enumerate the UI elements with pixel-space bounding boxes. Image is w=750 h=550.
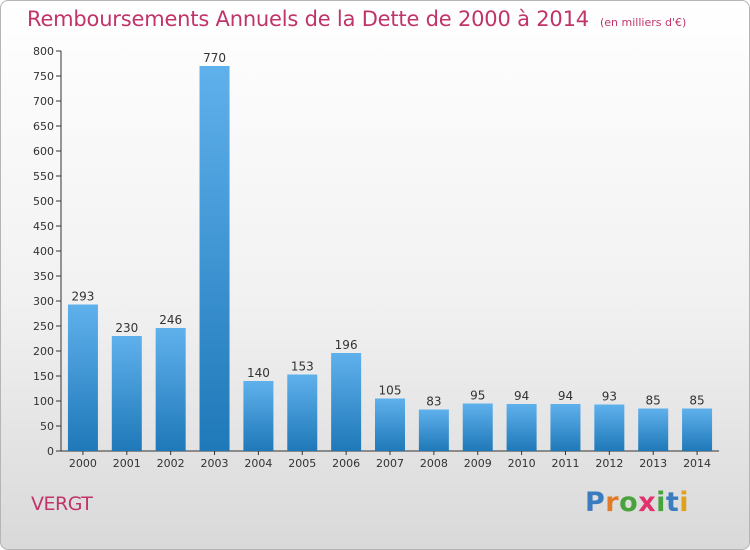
data-label: 93 — [602, 390, 617, 404]
bar — [375, 398, 405, 451]
logo-letter: P — [585, 487, 606, 518]
bar — [682, 408, 713, 451]
bar — [506, 404, 537, 451]
chart-title-block: Remboursements Annuels de la Dette de 20… — [27, 7, 686, 31]
logo-letter: x — [638, 487, 657, 518]
y-tick-label: 200 — [33, 345, 54, 358]
y-tick-label: 800 — [33, 45, 54, 58]
x-tick-label: 2005 — [288, 457, 316, 470]
y-tick-label: 500 — [33, 195, 54, 208]
x-tick-label: 2010 — [508, 457, 536, 470]
y-tick-label: 450 — [33, 220, 54, 233]
data-label: 246 — [159, 313, 182, 327]
bar — [418, 409, 449, 451]
y-tick-label: 750 — [33, 70, 54, 83]
x-tick-label: 2004 — [244, 457, 272, 470]
y-tick-label: 100 — [33, 395, 54, 408]
data-label: 94 — [558, 389, 573, 403]
y-tick-label: 250 — [33, 320, 54, 333]
bar — [243, 381, 274, 451]
bar — [550, 404, 581, 451]
logo-letter: r — [605, 487, 620, 518]
data-label: 85 — [646, 394, 661, 408]
logo-letter: i — [679, 487, 690, 518]
chart-title: Remboursements Annuels de la Dette de 20… — [27, 7, 589, 31]
y-tick-label: 550 — [33, 170, 54, 183]
data-label: 105 — [379, 384, 402, 398]
x-tick-label: 2008 — [420, 457, 448, 470]
bar — [594, 404, 625, 451]
y-tick-label: 300 — [33, 295, 54, 308]
x-tick-label: 2012 — [595, 457, 623, 470]
y-tick-label: 150 — [33, 370, 54, 383]
x-tick-label: 2003 — [201, 457, 229, 470]
data-label: 83 — [426, 395, 441, 409]
bar — [199, 66, 230, 451]
commune-name: VERGT — [31, 493, 93, 515]
x-tick-label: 2009 — [464, 457, 492, 470]
data-label: 770 — [203, 51, 226, 65]
proxiti-logo: Proxiti — [585, 487, 689, 518]
x-tick-label: 2011 — [551, 457, 579, 470]
x-tick-label: 2006 — [332, 457, 360, 470]
chart-unit: (en milliers d'€) — [600, 16, 687, 29]
x-tick-label: 2007 — [376, 457, 404, 470]
bar — [155, 328, 186, 451]
x-tick-label: 2000 — [69, 457, 97, 470]
data-label: 140 — [247, 366, 270, 380]
data-label: 85 — [689, 394, 704, 408]
bar — [638, 408, 669, 451]
y-tick-label: 350 — [33, 270, 54, 283]
data-label: 153 — [291, 360, 314, 374]
data-label: 293 — [71, 290, 94, 304]
x-tick-label: 2013 — [639, 457, 667, 470]
bar — [111, 336, 142, 451]
y-tick-label: 700 — [33, 95, 54, 108]
bar — [462, 403, 493, 451]
y-tick-label: 600 — [33, 145, 54, 158]
y-tick-label: 650 — [33, 120, 54, 133]
bar — [331, 353, 362, 451]
y-tick-label: 50 — [40, 420, 54, 433]
logo-letter: i — [656, 487, 666, 518]
x-tick-label: 2002 — [157, 457, 185, 470]
bar — [67, 304, 98, 451]
y-tick-label: 0 — [47, 445, 54, 458]
x-tick-label: 2014 — [683, 457, 711, 470]
data-label: 95 — [470, 389, 485, 403]
logo-letter: t — [665, 487, 680, 518]
x-tick-label: 2001 — [113, 457, 141, 470]
data-label: 230 — [115, 321, 138, 335]
logo-letter: o — [619, 487, 639, 518]
bar — [287, 374, 318, 451]
data-label: 94 — [514, 389, 529, 403]
y-tick-label: 400 — [33, 245, 54, 258]
data-label: 196 — [335, 338, 358, 352]
